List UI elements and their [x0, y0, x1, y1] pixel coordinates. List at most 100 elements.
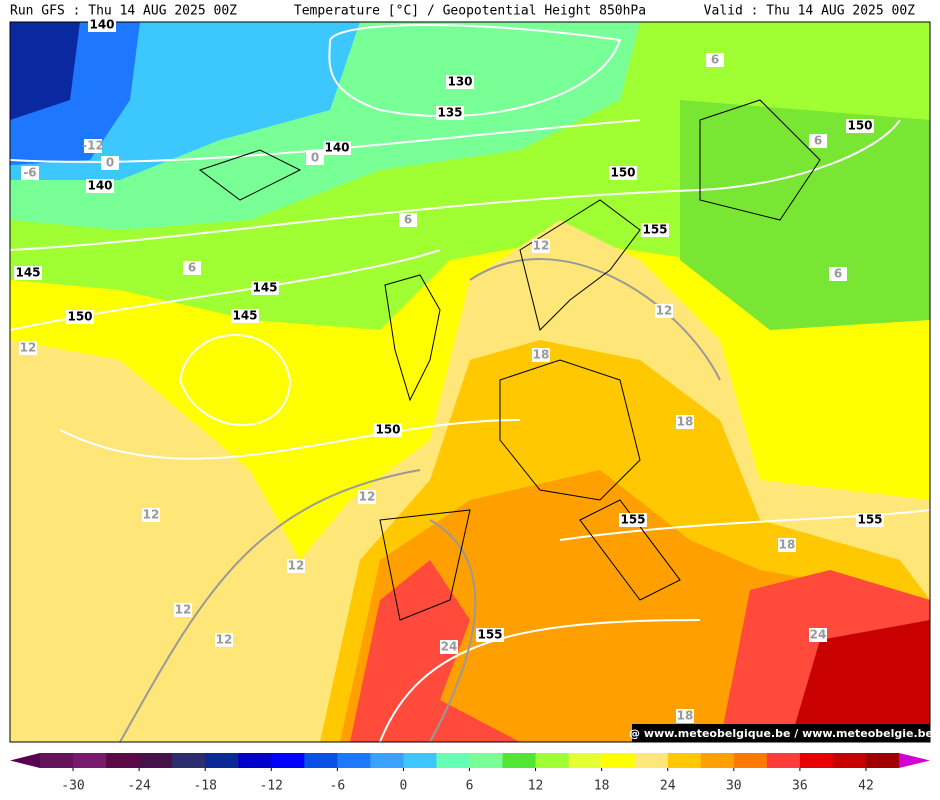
temp-label-bg [142, 508, 160, 522]
temp-label: 12 [175, 603, 192, 617]
colorbar-swatch [304, 753, 338, 768]
height-label-bg [446, 75, 474, 89]
temp-label-bg [532, 348, 550, 362]
colorbar-tick-label: 24 [660, 779, 676, 794]
height-label: 150 [610, 166, 635, 180]
temp-label: 6 [404, 213, 412, 227]
colorbar-tick-label: 6 [466, 779, 474, 794]
colorbar-swatch [799, 753, 834, 768]
temp-label-bg [829, 267, 847, 281]
map [9, 21, 931, 743]
colorbar-tick-label: -12 [260, 779, 283, 794]
temp-label-bg [84, 139, 102, 153]
temp-zone [10, 22, 80, 120]
height-label: 140 [87, 179, 112, 193]
temp-label: 0 [106, 156, 114, 170]
temp-label: 6 [711, 53, 719, 67]
colorbar-swatch [733, 753, 768, 768]
height-label: 150 [375, 423, 400, 437]
temp-label-bg [19, 341, 37, 355]
height-label: 155 [857, 513, 882, 527]
height-label-bg [374, 423, 402, 437]
temp-label: 0 [311, 151, 319, 165]
temp-label-bg [183, 261, 201, 275]
temp-zone [350, 560, 520, 742]
temp-label: -12 [82, 139, 104, 153]
colorbar-swatch [271, 753, 305, 768]
colorbar-swatch [40, 753, 74, 768]
watermark: @ www.meteobelgique.be / www.meteobelgie… [629, 727, 933, 740]
temp-label-bg [809, 628, 827, 642]
temp-label-bg [358, 490, 376, 504]
colorbar-swatch [700, 753, 735, 768]
temp-label-bg [21, 166, 39, 180]
temp-label: 24 [441, 640, 458, 654]
temp-label-bg [532, 239, 550, 253]
temp-label: 18 [677, 709, 694, 723]
colorbar-swatch [766, 753, 801, 768]
colorbar-tick-label: 36 [792, 779, 808, 794]
temp-label-bg [440, 640, 458, 654]
temp-label: -6 [23, 166, 36, 180]
colorbar-swatch [865, 753, 900, 768]
height-label: 155 [477, 628, 502, 642]
height-label-bg [609, 166, 637, 180]
contour-labels: 140 130 135 140 150 150 140 155 145 145 150 145 150 1… [14, 18, 884, 723]
height-label-bg [641, 223, 669, 237]
height-label: 135 [437, 106, 462, 120]
colorbar-tick-label: -30 [61, 779, 84, 794]
height-label-bg [846, 119, 874, 133]
temp-label-bg [101, 156, 119, 170]
colorbar-swatch [502, 753, 537, 768]
coastline [198, 99, 821, 621]
temp-zone [680, 100, 930, 330]
height-label: 155 [642, 223, 667, 237]
colorbar-swatch [139, 753, 173, 768]
temp-label-bg [655, 304, 673, 318]
temp-label-bg [287, 559, 305, 573]
colorbar-swatch [73, 753, 107, 768]
temp-label-bg [706, 53, 724, 67]
temp-contour [119, 258, 721, 742]
colorbar-swatch [535, 753, 570, 768]
temp-label: 18 [677, 415, 694, 429]
colorbar-tick-label: 42 [858, 779, 874, 794]
colorbar-swatch [238, 753, 272, 768]
height-label-bg [476, 628, 504, 642]
temp-label-bg [778, 538, 796, 552]
colorbar-swatch [106, 753, 140, 768]
temp-label: 12 [143, 508, 160, 522]
temp-label: 18 [533, 348, 550, 362]
height-label: 155 [620, 513, 645, 527]
height-label-bg [436, 106, 464, 120]
temp-label: 24 [810, 628, 827, 642]
colorbar-under [10, 753, 40, 768]
height-label-bg [88, 18, 116, 32]
temp-label: 6 [814, 134, 822, 148]
height-label-bg [323, 141, 351, 155]
colorbar-swatch [667, 753, 702, 768]
colorbar-swatch [568, 753, 603, 768]
colorbar-swatch [370, 753, 404, 768]
colorbar-swatch [634, 753, 669, 768]
colorbar-swatch [172, 753, 206, 768]
temp-label-bg [174, 603, 192, 617]
colorbar-swatch [436, 753, 470, 768]
height-label: 140 [324, 141, 349, 155]
colorbar-swatch [205, 753, 239, 768]
temp-label-bg [306, 151, 324, 165]
run-label: Run GFS : Thu 14 AUG 2025 00Z [10, 4, 237, 19]
height-label: 145 [15, 266, 40, 280]
temp-label-bg [676, 415, 694, 429]
temp-label: 6 [834, 267, 842, 281]
temp-label-bg [676, 709, 694, 723]
map-title: Temperature [°C] / Geopotential Height 8… [294, 4, 646, 19]
height-label-bg [231, 309, 259, 323]
colorbar-swatch [469, 753, 504, 768]
height-label-bg [251, 281, 279, 295]
temp-zone [790, 620, 930, 742]
colorbar-tick-label: 12 [528, 779, 544, 794]
temp-label: 18 [779, 538, 796, 552]
height-label-bg [619, 513, 647, 527]
